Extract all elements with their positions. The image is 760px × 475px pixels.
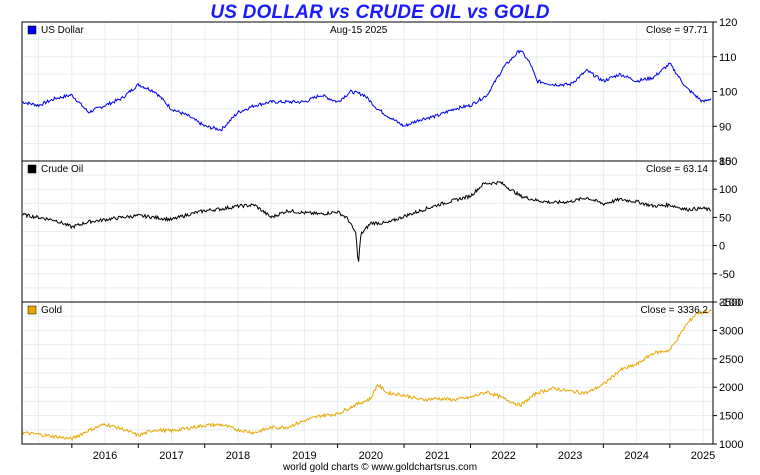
legend-swatch [27, 164, 37, 174]
y-tick-label: 3500 [719, 297, 743, 309]
x-tick-label: 2021 [425, 450, 449, 462]
y-tick-label: -100 [719, 297, 741, 309]
x-tick-label: 2022 [491, 450, 515, 462]
y-tick-label: 2500 [719, 354, 743, 366]
y-tick-label: 80 [719, 156, 731, 168]
y-tick-label: 100 [719, 87, 737, 99]
panel-frame [21, 301, 714, 445]
y-tick-label: 110 [719, 52, 737, 64]
x-tick-label: 2024 [624, 450, 648, 462]
close-label: Close = 97.71 [646, 25, 708, 36]
close-label: Close = 63.14 [646, 164, 708, 175]
series-line-gold [21, 309, 712, 442]
y-tick-label: -50 [719, 269, 735, 281]
legend-label: Gold [41, 305, 62, 316]
y-tick-label: 100 [719, 184, 737, 196]
y-tick-label: 3000 [719, 325, 743, 337]
legend-label: US Dollar [41, 25, 84, 36]
footer-credit: world gold charts © www.goldchartsrus.co… [282, 462, 478, 473]
series-layer [21, 49, 712, 442]
y-tick-label: 120 [719, 17, 737, 29]
y-tick-label: 1000 [719, 439, 743, 451]
chart-title: US DOLLAR vs CRUDE OIL vs GOLD [210, 2, 550, 23]
x-tick-label: 2023 [558, 450, 582, 462]
y-tick-label: 150 [719, 156, 737, 168]
x-tick-label: 2020 [359, 450, 383, 462]
legend-swatch [27, 25, 37, 35]
series-line-crude-oil [21, 180, 712, 262]
x-tick-label: 2017 [159, 450, 183, 462]
grid-layer [22, 21, 713, 445]
label-layer: 80 90 100 110 120 US Dollar Aug-15 2025 Close =… [27, 17, 743, 462]
legend-swatch [27, 305, 37, 315]
y-tick-label: 90 [719, 121, 731, 133]
y-tick-label: 0 [719, 241, 725, 253]
legend-label: Crude Oil [41, 164, 83, 175]
y-tick-label: 1500 [719, 411, 743, 423]
x-tick-label: 2025 [691, 450, 715, 462]
x-tick-label: 2018 [226, 450, 250, 462]
y-tick-label: 50 [719, 212, 731, 224]
series-line-us-dollar [21, 49, 712, 132]
date-label: Aug-15 2025 [330, 25, 388, 36]
close-label: Close = 3336.2 [640, 305, 708, 316]
x-tick-label: 2019 [292, 450, 316, 462]
x-tick-label: 2016 [93, 450, 117, 462]
frame-layer [21, 21, 717, 448]
y-tick-label: 2000 [719, 382, 743, 394]
